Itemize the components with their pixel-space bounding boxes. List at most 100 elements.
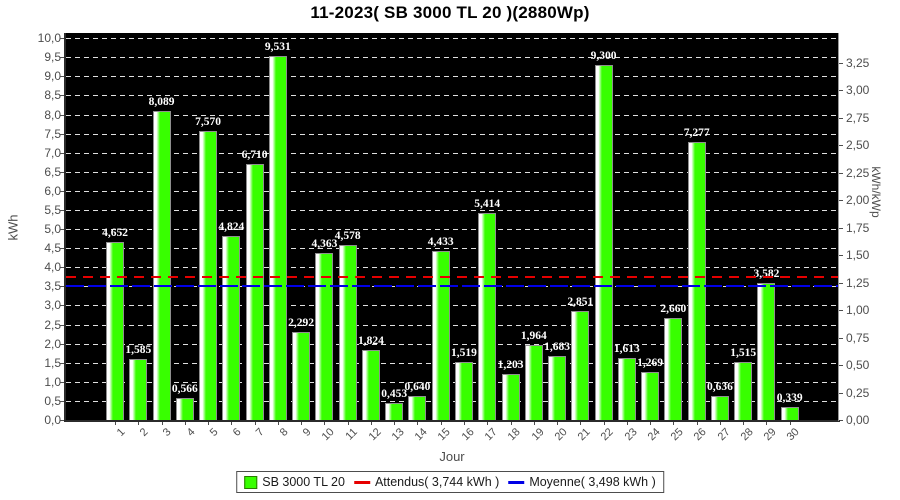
x-axis-tick-label: 18 xyxy=(505,426,524,444)
y-axis-left-tick-label: 1,0 xyxy=(44,374,61,389)
y-axis-left-tick xyxy=(60,400,65,402)
x-axis-tick-label: 20 xyxy=(552,426,570,444)
bar xyxy=(361,350,380,421)
y-axis-left-tick xyxy=(60,114,65,116)
y-axis-left-tick-label: 8,0 xyxy=(44,107,61,122)
x-axis-tick xyxy=(673,421,675,425)
x-axis-tick xyxy=(254,421,256,425)
y-axis-right-tick xyxy=(838,227,843,229)
x-axis-tick xyxy=(719,421,721,425)
y-axis-right-tick xyxy=(838,365,843,367)
plot-gridline xyxy=(66,229,838,231)
y-axis-right-tick-label: 3,00 xyxy=(846,83,870,98)
y-axis-left-tick xyxy=(60,210,65,211)
bar-value-label: 0,339 xyxy=(776,392,803,405)
x-axis-tick xyxy=(463,421,465,425)
y-axis-left-tick-label: 7,0 xyxy=(44,145,61,160)
bar xyxy=(106,242,124,421)
y-axis-right-tick xyxy=(838,172,843,174)
x-axis-tick xyxy=(231,421,233,425)
plot-gridline xyxy=(66,133,838,135)
x-axis-tick xyxy=(184,421,186,425)
x-axis-tick-label: 7 xyxy=(254,426,268,439)
y-axis-right-tick xyxy=(838,90,843,92)
bar xyxy=(641,371,660,421)
plot-gridline xyxy=(66,381,838,383)
x-axis-line xyxy=(64,420,840,422)
bar-value-label: 1,613 xyxy=(613,343,640,356)
plot-gridline xyxy=(66,362,838,364)
y-axis-left-tick xyxy=(60,171,65,173)
bar-value-label: 9,300 xyxy=(590,49,617,62)
x-axis-tick xyxy=(138,421,140,425)
x-axis-tick-label: 10 xyxy=(319,426,337,444)
y-axis-right-tick xyxy=(838,420,843,421)
bar-value-label: 7,277 xyxy=(683,127,710,140)
y-axis-left-tick-label: 6,0 xyxy=(44,183,61,198)
bar-value-label: 8,089 xyxy=(148,96,175,109)
y-axis-left-tick xyxy=(60,57,65,59)
x-axis-tick xyxy=(510,421,512,425)
y-axis-left-tick-label: 4,5 xyxy=(44,241,61,256)
y-axis-left-tick-label: 7,5 xyxy=(44,126,61,141)
bar xyxy=(385,402,404,421)
legend-item-attendus: Attendus( 3,744 kWh ) xyxy=(353,475,499,489)
y-axis-left-tick xyxy=(60,190,65,192)
bar xyxy=(338,245,357,421)
legend-item-series: SB 3000 TL 20 xyxy=(244,475,345,489)
bar-value-label: 3,582 xyxy=(753,268,780,281)
y-axis-right-tick-label: 2,25 xyxy=(846,165,870,180)
y-axis-left-tick xyxy=(60,305,65,307)
x-axis-tick-label: 28 xyxy=(738,426,756,444)
x-axis-tick-label: 15 xyxy=(436,426,454,444)
x-axis-tick xyxy=(370,421,372,425)
x-axis-tick-label: 23 xyxy=(622,426,640,444)
plot-gridline xyxy=(66,400,838,402)
bar-value-label: 6,710 xyxy=(241,148,268,161)
x-axis-tick-label: 13 xyxy=(389,426,407,444)
y-axis-left-tick-label: 9,0 xyxy=(44,69,61,84)
bar xyxy=(524,345,543,421)
y-axis-left-tick-label: 2,0 xyxy=(44,336,61,351)
bar-value-label: 1,519 xyxy=(451,347,477,359)
bar xyxy=(710,395,729,421)
bar-value-label: 1,515 xyxy=(730,347,757,360)
y-axis-right-tick xyxy=(838,310,843,312)
x-axis-tick xyxy=(766,421,768,425)
bar-value-label: 0,640 xyxy=(404,380,431,393)
bar xyxy=(152,111,171,421)
y-axis-left-tick xyxy=(60,152,65,154)
plot-area xyxy=(66,33,838,421)
plot-gridline xyxy=(66,190,838,192)
x-axis-tick-label: 5 xyxy=(207,426,221,439)
y-axis-left-tick xyxy=(60,381,65,383)
y-axis-right-tick-label: 1,75 xyxy=(846,220,870,235)
plot-gridline xyxy=(66,305,838,307)
bar-value-label: 2,851 xyxy=(567,296,594,309)
y-axis-right-tick-label: 3,25 xyxy=(846,55,870,70)
x-axis-tick-label: 9 xyxy=(300,426,314,439)
y-axis-left-tick xyxy=(60,324,65,326)
y-axis-left-tick-label: 1,5 xyxy=(44,355,61,370)
x-axis-label-jour: Jour xyxy=(439,449,465,464)
x-axis-tick xyxy=(487,421,489,425)
x-axis-tick xyxy=(440,421,442,425)
y-axis-right-tick-label: 2,75 xyxy=(846,110,870,125)
y-axis-left-tick xyxy=(60,229,65,231)
bar-value-label: 4,578 xyxy=(334,230,361,243)
y-axis-right-tick-label: 0,25 xyxy=(846,385,870,400)
bar xyxy=(687,142,706,421)
x-axis-tick xyxy=(347,421,349,425)
y-axis-right-tick xyxy=(838,392,843,394)
bar-value-label: 4,363 xyxy=(311,238,338,251)
bar xyxy=(408,395,427,421)
bar xyxy=(268,56,287,421)
x-axis-tick-label: 4 xyxy=(184,426,198,439)
bar xyxy=(199,130,218,421)
y-axis-left-tick-label: 9,5 xyxy=(44,50,61,65)
x-axis-tick xyxy=(650,421,652,425)
moyenne-line-icon xyxy=(508,480,525,484)
x-axis-tick xyxy=(277,421,279,425)
y-axis-right-tick-label: 0,50 xyxy=(846,358,870,373)
plot-gridline xyxy=(66,171,838,173)
